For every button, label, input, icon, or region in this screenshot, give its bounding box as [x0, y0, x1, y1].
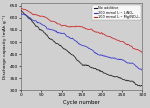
Y-axis label: Discharge capacity (mAh g⁻¹): Discharge capacity (mAh g⁻¹) [3, 15, 8, 79]
Legend: No additive, 200 mmol L⁻¹ LiNO₃, 100 mmol L⁻¹ Mg(NO₃)₂: No additive, 200 mmol L⁻¹ LiNO₃, 100 mmo… [93, 5, 141, 20]
X-axis label: Cycle number: Cycle number [63, 100, 100, 105]
